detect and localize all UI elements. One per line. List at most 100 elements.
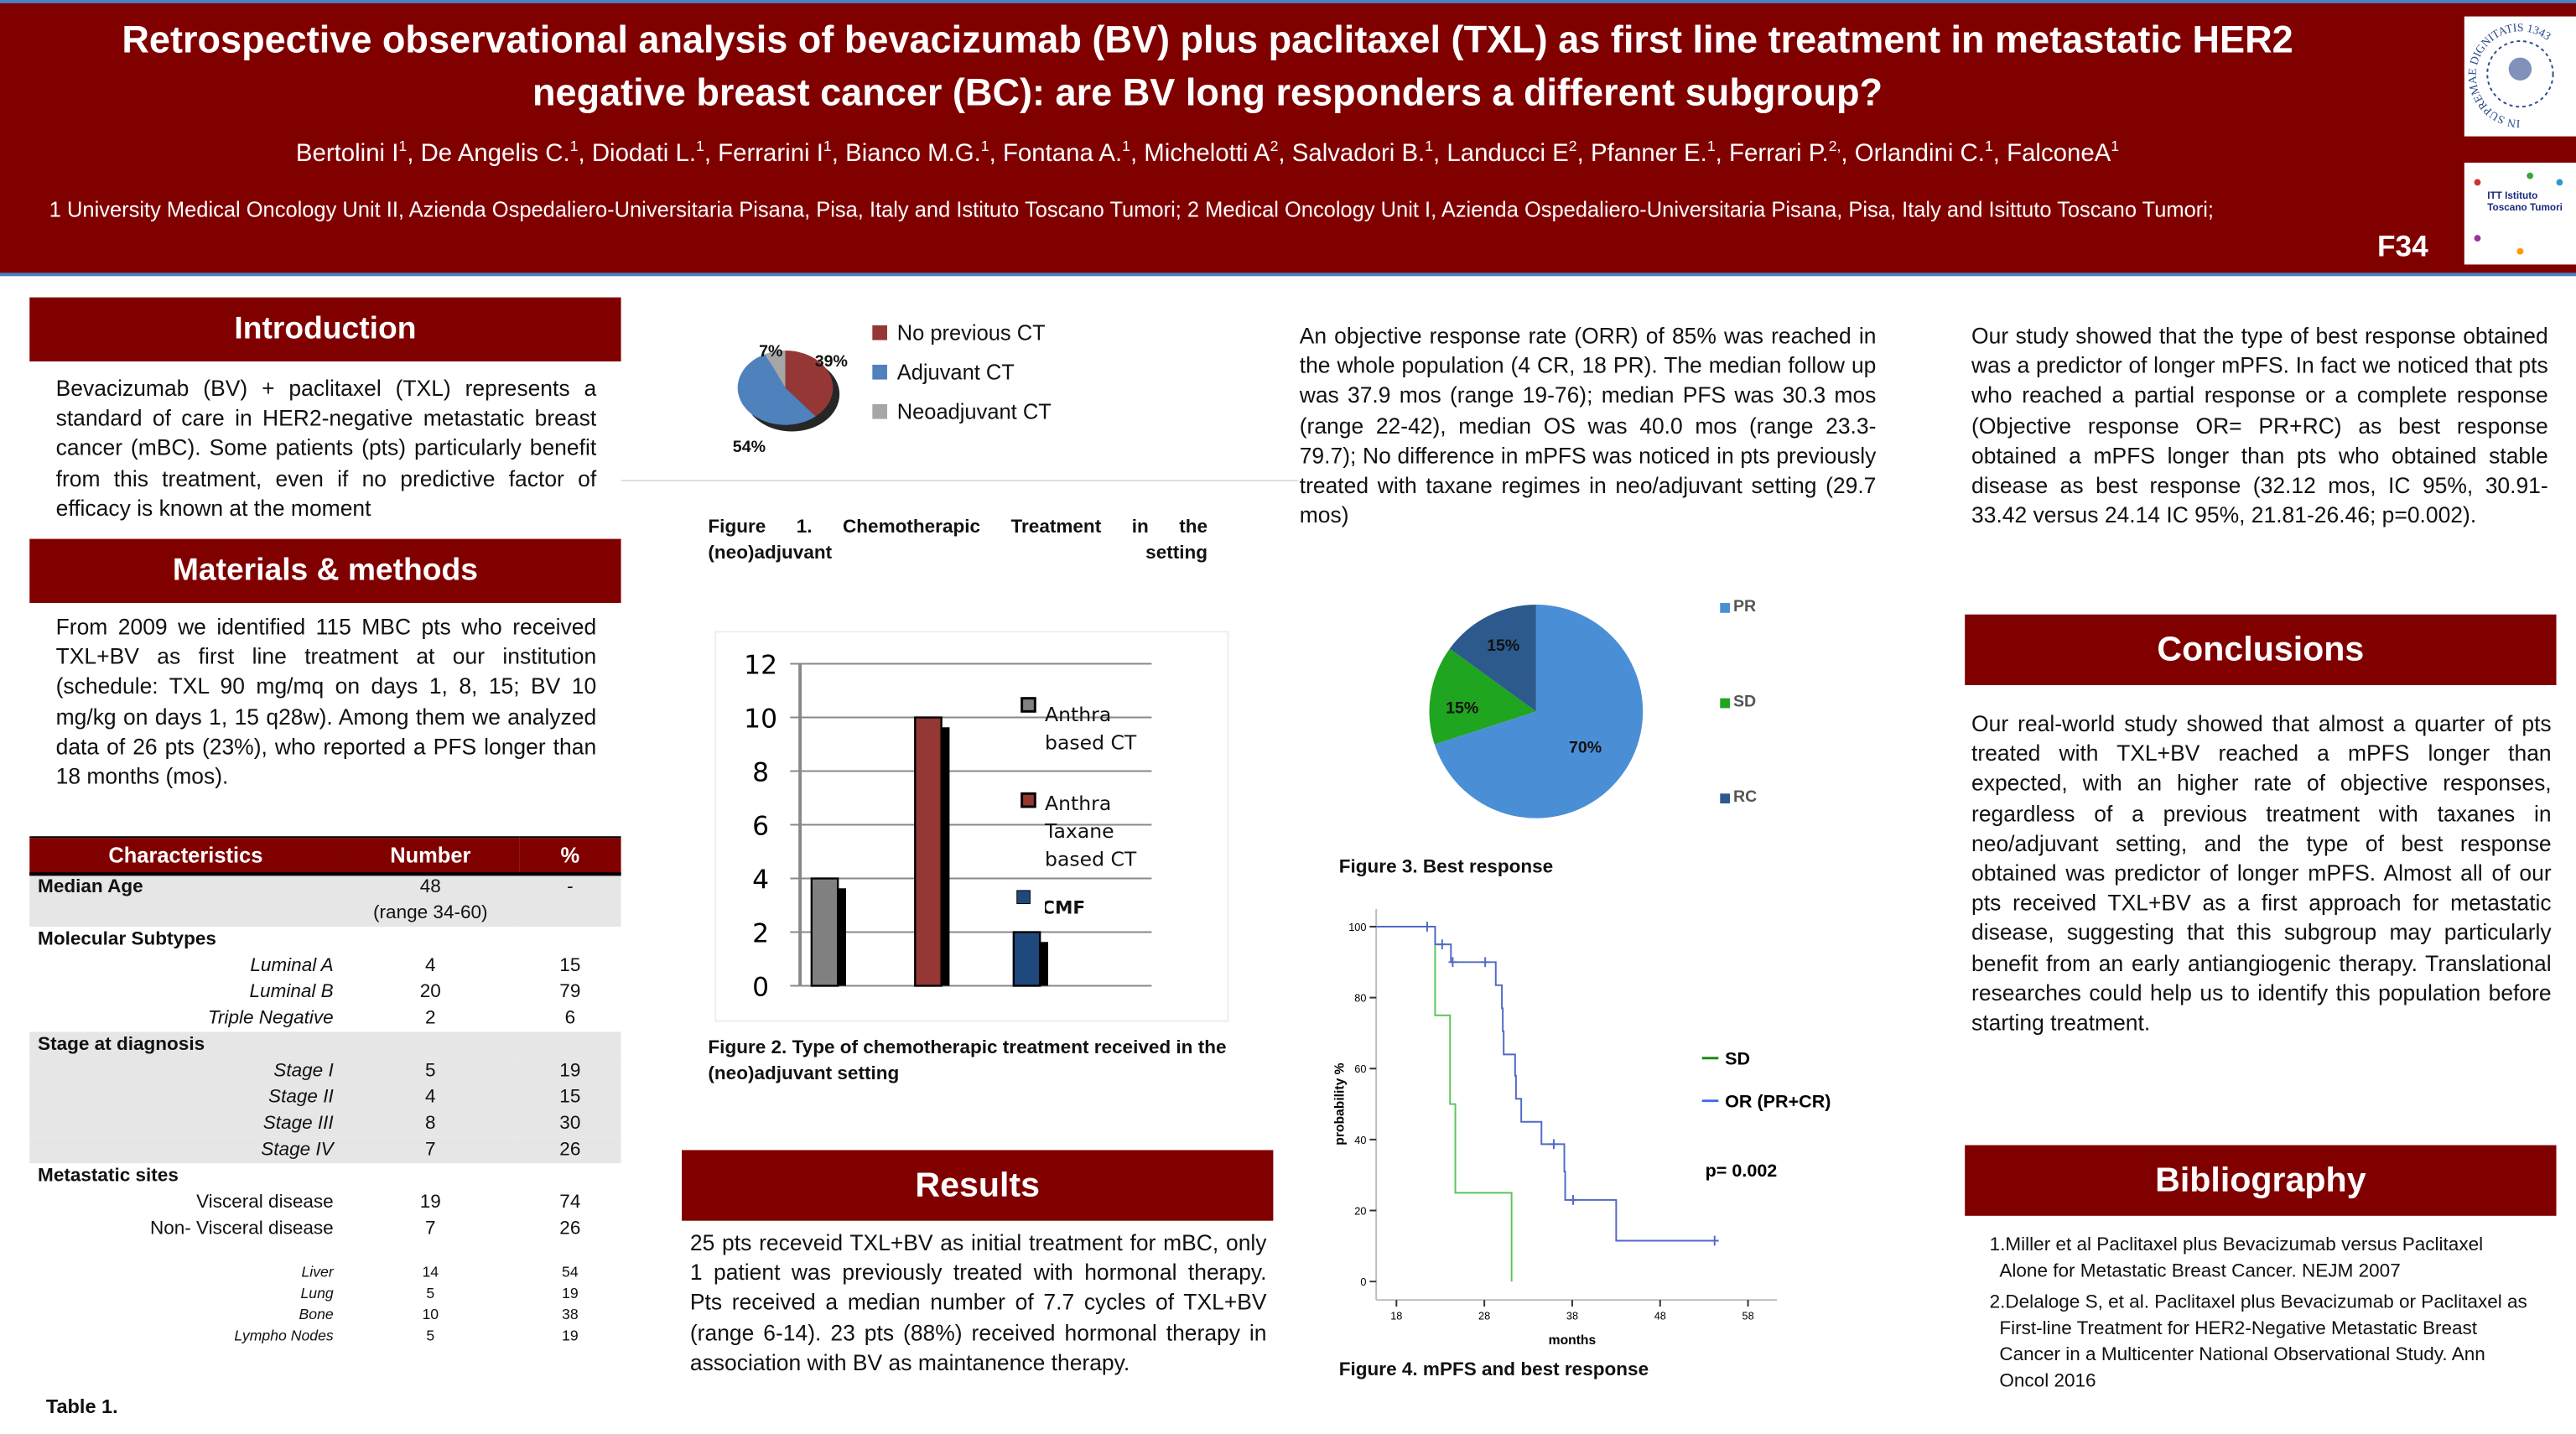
author-name: Diodati L. bbox=[591, 139, 696, 168]
divider bbox=[621, 480, 1298, 482]
legend-swatch bbox=[1720, 792, 1731, 803]
row-label: Molecular Subtypes bbox=[38, 928, 216, 949]
y-tick-label: 4 bbox=[752, 865, 769, 895]
legend-label: SD bbox=[1725, 1048, 1750, 1069]
censor-mark bbox=[1569, 1194, 1577, 1205]
conclusions-text: Our real-world study showed that almost … bbox=[1971, 711, 2552, 1036]
row-number bbox=[342, 926, 520, 952]
x-tick-label: 38 bbox=[1566, 1310, 1578, 1322]
table-row bbox=[29, 1241, 621, 1261]
table-row: Liver 14 54 bbox=[29, 1261, 621, 1282]
seal-lettering: IN SUPREMAE DIGNITATIS 1343 bbox=[2465, 21, 2553, 130]
introduction-text: Bevacizumab (BV) + paclitaxel (TXL) repr… bbox=[55, 376, 597, 521]
y-tick-label: 12 bbox=[744, 650, 777, 680]
figure3-caption: Figure 3. Best response bbox=[1338, 857, 1554, 878]
pie-value-label: 39% bbox=[815, 352, 848, 371]
pie-slice-pr bbox=[1434, 604, 1644, 818]
legend-label: Neoadjuvant CT bbox=[896, 399, 1052, 424]
row-percent bbox=[519, 926, 621, 952]
figure2-frame: 0 2 4 6 8 10 12 Anthra based CT Anthra Taxane ba… bbox=[714, 631, 1229, 1022]
bar-legend: Anthra based CT Anthra Taxane based CT CMF bbox=[1045, 704, 1137, 919]
pie-value-label: 15% bbox=[1446, 699, 1478, 717]
author-name: FalconeA bbox=[2007, 139, 2111, 168]
y-tick-label: 10 bbox=[744, 704, 777, 734]
row-percent: 54 bbox=[562, 1263, 579, 1281]
censor-mark bbox=[1481, 957, 1490, 968]
table-row: Non- Visceral disease 7 26 bbox=[29, 1215, 621, 1241]
title-line-1: Retrospective observational analysis of … bbox=[122, 18, 2293, 61]
x-tick-label: 18 bbox=[1390, 1310, 1402, 1322]
author-name: Ferrari P. bbox=[1729, 139, 1829, 168]
author-affiliation-number: 1 bbox=[1706, 138, 1716, 155]
censor-mark bbox=[1710, 1235, 1719, 1246]
table-row: (range 34-60) bbox=[29, 899, 621, 927]
row-percent: 26 bbox=[559, 1218, 581, 1239]
pie-value-label: 70% bbox=[1569, 738, 1602, 756]
bibliography-item: 1.Miller et al Paclitaxel plus Bevacizum… bbox=[1989, 1235, 2484, 1282]
results-heading: Results bbox=[682, 1150, 1274, 1221]
row-label: Stage at diagnosis bbox=[29, 1031, 342, 1057]
y-tick-label: 2 bbox=[752, 918, 769, 948]
university-seal-logo: IN SUPREMAE DIGNITATIS 1343 bbox=[2464, 16, 2576, 137]
bibliography-list: 1.Miller et al Paclitaxel plus Bevacizum… bbox=[1990, 1232, 2532, 1395]
figure3-legend: PR SD RC bbox=[1720, 598, 1785, 828]
author: Bianco M.G.1, bbox=[845, 138, 1003, 168]
km-curve-or-pr-cr- bbox=[1376, 926, 1715, 1242]
row-number: 5 bbox=[426, 1327, 435, 1344]
table-row: Triple Negative 2 6 bbox=[29, 1005, 621, 1031]
results-text: 25 pts receveid TXL+BV as initial treatm… bbox=[689, 1230, 1267, 1375]
author-name: Fontana A. bbox=[1002, 139, 1123, 168]
pie-slice-adjuvant-ct bbox=[737, 354, 816, 425]
y-axis-label: probability % bbox=[1333, 1063, 1348, 1145]
y-tick-label: 20 bbox=[1354, 1204, 1366, 1217]
seal-graphic: IN SUPREMAE DIGNITATIS 1343 bbox=[2465, 21, 2554, 130]
methods-text: From 2009 we identified 115 MBC pts who … bbox=[55, 614, 597, 789]
row-label: Visceral disease bbox=[196, 1192, 334, 1212]
row-percent: 15 bbox=[559, 955, 581, 975]
author: Landucci E2, bbox=[1446, 138, 1591, 168]
author-name: Bianco M.G. bbox=[845, 139, 981, 168]
legend-swatch bbox=[872, 403, 887, 419]
table-row: Molecular Subtypes bbox=[29, 926, 621, 952]
methods-heading: Materials & methods bbox=[29, 538, 621, 604]
author-affiliation-number: 1 bbox=[823, 138, 832, 155]
table-row: Bone 10 38 bbox=[29, 1304, 621, 1325]
response-text: An objective response rate (ORR) of 85% … bbox=[1299, 323, 1877, 528]
pie-slice-no-previous-ct bbox=[785, 351, 834, 417]
y-tick-label: 100 bbox=[1348, 921, 1366, 933]
y-tick-label: 40 bbox=[1354, 1134, 1366, 1146]
legend-swatch bbox=[872, 325, 887, 340]
findings-text: Our study showed that the type of best r… bbox=[1971, 323, 2548, 528]
introduction-heading: Introduction bbox=[29, 297, 621, 362]
row-percent: 15 bbox=[519, 1083, 621, 1110]
legend-label: Adjuvant CT bbox=[896, 360, 1015, 385]
row-number: 4 bbox=[341, 1083, 520, 1110]
figure4-caption: Figure 4. mPFS and best response bbox=[1338, 1360, 1649, 1380]
author-affiliation-number: 1 bbox=[1425, 138, 1434, 155]
row-percent: 26 bbox=[519, 1135, 621, 1163]
author: Ferrari P.2,, bbox=[1729, 138, 1855, 168]
table-row: Stage IV 7 26 bbox=[29, 1135, 621, 1163]
table-caption: Table 1. bbox=[45, 1395, 118, 1418]
legend-swatch bbox=[872, 364, 887, 380]
row-number: 19 bbox=[419, 1192, 441, 1212]
table-row: Visceral disease 19 74 bbox=[29, 1188, 621, 1214]
legend-swatch bbox=[1021, 697, 1036, 713]
conclusions-heading: Conclusions bbox=[1965, 614, 2557, 685]
row-percent: - bbox=[519, 873, 621, 900]
y-tick-label: 0 bbox=[752, 972, 769, 1002]
legend-label: Anthra Taxane based CT bbox=[1045, 792, 1137, 871]
author: Michelotti A2, bbox=[1144, 138, 1292, 168]
row-number: 5 bbox=[426, 1285, 435, 1302]
x-tick-label: 28 bbox=[1478, 1310, 1490, 1322]
row-label: Stage II bbox=[29, 1083, 342, 1110]
y-tick-label: 0 bbox=[1360, 1276, 1366, 1288]
pie-value-label: 7% bbox=[759, 342, 782, 361]
bar-1 bbox=[914, 716, 943, 987]
x-tick-label: 58 bbox=[1742, 1310, 1754, 1322]
itt-logo-dots bbox=[2474, 172, 2563, 255]
poster-id: F34 bbox=[2376, 230, 2428, 263]
row-label: Lung bbox=[300, 1285, 334, 1302]
legend-item: No previous CT bbox=[872, 320, 1051, 345]
bar-2 bbox=[1012, 931, 1041, 987]
